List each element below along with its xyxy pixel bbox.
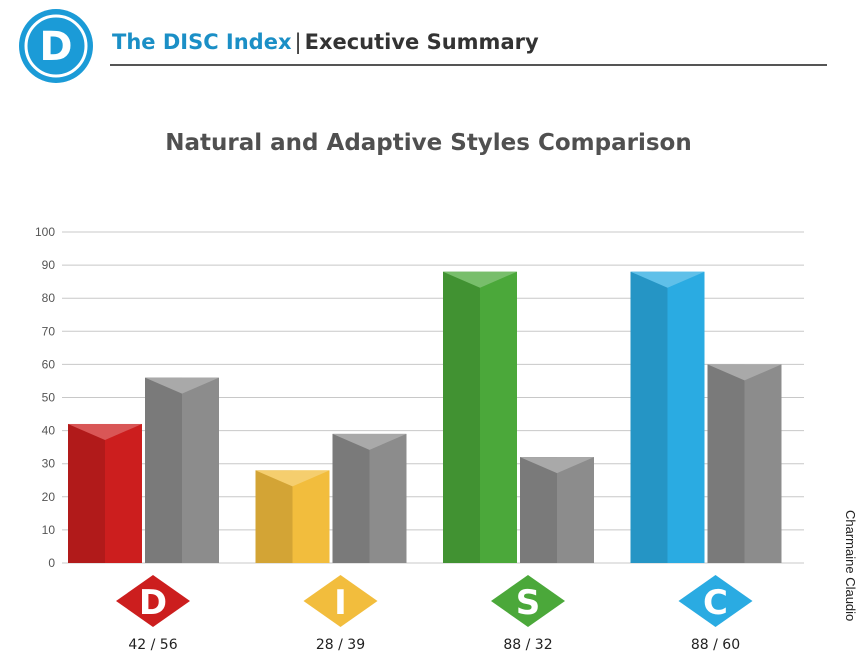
adaptive-bar-i-right-face	[369, 433, 407, 563]
natural-bar-d-top-face	[68, 423, 142, 440]
brand-name: The DISC Index	[112, 30, 292, 54]
category-label: S	[516, 583, 541, 623]
author-credit: Charmaine Claudio	[843, 510, 858, 622]
value-label: 28 / 39	[316, 637, 365, 653]
value-label: 88 / 32	[503, 637, 552, 653]
logo-outer-circle	[19, 9, 93, 83]
adaptive-bar-s-top-face	[520, 457, 594, 474]
natural-bar-c-top-face	[630, 271, 705, 288]
natural-bar-s-top-face	[443, 271, 517, 288]
category-diamond-d	[116, 575, 190, 627]
category-diamond-i	[303, 575, 378, 627]
adaptive-bar-d-right-face	[182, 377, 219, 563]
value-label: 42 / 56	[128, 637, 177, 653]
disc-logo: D	[19, 9, 93, 83]
category-diamond-c	[678, 575, 753, 627]
adaptive-bar-c-top-face	[707, 364, 782, 381]
adaptive-bar-i-left-face	[332, 433, 370, 563]
y-tick-label: 100	[35, 225, 55, 239]
category-diamond-s	[491, 575, 565, 627]
value-label: 88 / 60	[691, 637, 740, 653]
natural-bar-c-left-face	[630, 271, 668, 563]
logo-inner-ring	[24, 14, 88, 78]
y-tick-label: 10	[42, 523, 56, 537]
y-tick-label: 40	[42, 424, 56, 438]
y-tick-label: 50	[42, 391, 56, 405]
header-divider	[110, 64, 827, 66]
header-title: The DISC Index | Executive Summary	[112, 30, 539, 54]
title-separator: |	[294, 30, 302, 54]
category-label: D	[139, 583, 167, 623]
category-label: I	[334, 583, 347, 623]
natural-bar-i-top-face	[255, 470, 330, 487]
adaptive-bar-c-left-face	[707, 364, 745, 563]
natural-bar-i-right-face	[292, 470, 330, 563]
y-tick-label: 90	[42, 258, 56, 272]
adaptive-bar-i-top-face	[332, 433, 407, 450]
y-tick-label: 20	[42, 490, 56, 504]
natural-bar-c-right-face	[667, 271, 705, 563]
category-label: C	[703, 583, 728, 623]
y-tick-label: 0	[48, 556, 55, 570]
adaptive-bar-s-left-face	[520, 457, 557, 563]
chart-title: Natural and Adaptive Styles Comparison	[165, 130, 692, 156]
y-tick-label: 80	[42, 291, 56, 305]
y-tick-label: 30	[42, 457, 56, 471]
page-subtitle: Executive Summary	[304, 30, 539, 54]
natural-bar-d-left-face	[68, 423, 105, 563]
natural-bar-i-left-face	[255, 470, 293, 563]
logo-letter: D	[39, 24, 72, 70]
adaptive-bar-s-right-face	[557, 457, 594, 563]
y-tick-label: 60	[42, 357, 56, 371]
natural-bar-s-left-face	[443, 271, 480, 563]
adaptive-bar-c-right-face	[744, 364, 782, 563]
adaptive-bar-d-left-face	[145, 377, 182, 563]
adaptive-bar-d-top-face	[145, 377, 219, 394]
y-tick-label: 70	[42, 324, 56, 338]
natural-bar-d-right-face	[105, 423, 142, 563]
natural-bar-s-right-face	[480, 271, 517, 563]
